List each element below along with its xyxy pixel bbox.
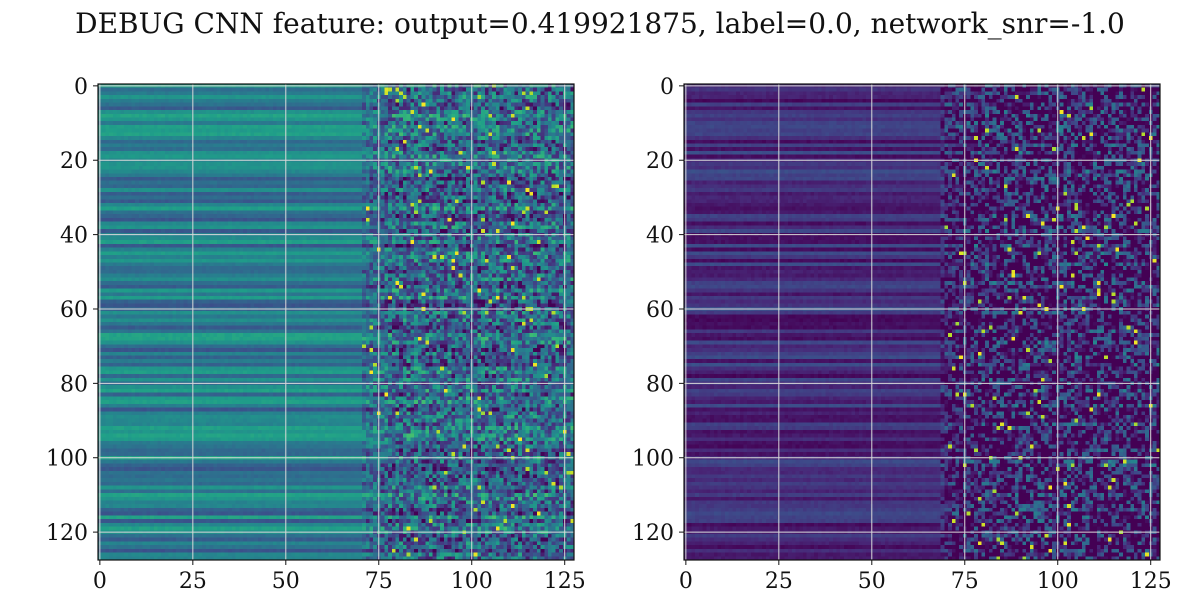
heatmap-panel-left: 0 25 50 75 100 125 0 20 40 60 80 100 120 <box>46 75 586 594</box>
y-tick-label: 60 <box>646 298 674 323</box>
heatmap-plot-left: 0 25 50 75 100 125 0 20 40 60 80 100 120 <box>46 75 586 594</box>
x-tick-label: 125 <box>1130 569 1172 594</box>
heatmap-plot-right: 0 25 50 75 100 125 0 20 40 60 80 100 120 <box>632 75 1172 594</box>
y-tick-label: 40 <box>646 224 674 249</box>
y-tick-label: 100 <box>632 447 674 472</box>
axes-frame <box>97 83 575 561</box>
heatmap-image <box>98 84 574 560</box>
y-tick-label: 60 <box>60 298 88 323</box>
y-tick-label: 20 <box>60 149 88 174</box>
axes-frame <box>683 83 1161 561</box>
x-tick-label: 50 <box>858 569 886 594</box>
y-tick-label: 40 <box>60 224 88 249</box>
x-tick-label: 125 <box>544 569 586 594</box>
y-tick-label: 120 <box>46 521 88 546</box>
y-tick-label: 20 <box>646 149 674 174</box>
x-tick-label: 0 <box>93 569 107 594</box>
x-tick-label: 50 <box>272 569 300 594</box>
x-tick-label: 75 <box>365 569 393 594</box>
x-tick-label: 75 <box>951 569 979 594</box>
figure-title: DEBUG CNN feature: output=0.419921875, l… <box>75 7 1125 40</box>
y-tick-label: 100 <box>46 447 88 472</box>
x-tick-label: 100 <box>1037 569 1079 594</box>
heatmap-image <box>684 84 1160 560</box>
y-tick-label: 80 <box>60 372 88 397</box>
x-tick-label: 25 <box>765 569 793 594</box>
y-tick-label: 0 <box>74 75 88 100</box>
heatmap-panel-right: 0 25 50 75 100 125 0 20 40 60 80 100 120 <box>586 0 1186 600</box>
x-tick-label: 0 <box>679 569 693 594</box>
y-tick-label: 80 <box>646 372 674 397</box>
x-tick-label: 100 <box>451 569 493 594</box>
x-tick-label: 25 <box>179 569 207 594</box>
y-tick-label: 0 <box>660 75 674 100</box>
y-tick-label: 120 <box>632 521 674 546</box>
